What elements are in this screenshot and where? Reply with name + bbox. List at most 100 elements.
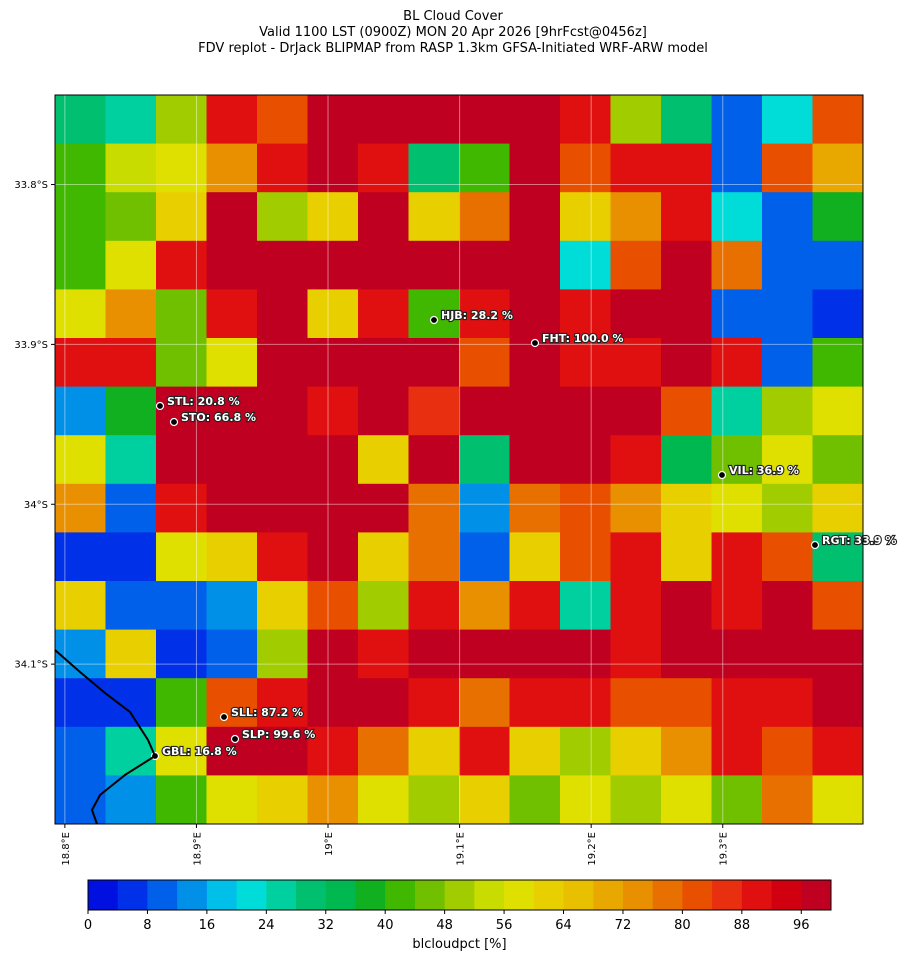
cell: [459, 678, 510, 728]
cell: [509, 95, 561, 145]
station-label: FHT: 100.0 %: [542, 332, 624, 345]
cell: [105, 532, 157, 582]
cell: [105, 435, 157, 485]
cell: [307, 338, 359, 388]
colorbar-swatch: [622, 880, 654, 910]
cell: [408, 629, 460, 679]
colorbar-tick-label: 48: [436, 918, 453, 933]
cell: [307, 95, 359, 145]
cell: [661, 435, 712, 485]
cell: [206, 435, 258, 485]
cell: [661, 483, 712, 533]
station-label: HJB: 28.2 %: [441, 309, 513, 322]
cell: [560, 95, 611, 145]
cell: [459, 435, 510, 485]
cell: [257, 775, 308, 825]
cell: [711, 95, 763, 145]
cell: [509, 143, 561, 193]
cell: [408, 143, 460, 193]
cell: [55, 289, 106, 339]
cell: [408, 289, 460, 339]
colorbar-swatch: [117, 880, 148, 910]
cell: [762, 192, 813, 242]
cell: [358, 726, 409, 776]
cell: [105, 240, 157, 290]
cell: [257, 192, 308, 242]
cell: [206, 775, 258, 825]
cell: [206, 240, 258, 290]
overlay: HJB: 28.2 % FHT: 100.0 % STL: 20.8 % STO: 6…: [55, 95, 898, 824]
cell: [408, 192, 460, 242]
cell: [610, 532, 662, 582]
cell: [812, 338, 864, 388]
cell: [156, 95, 207, 145]
cell: [711, 240, 763, 290]
cell: [560, 532, 611, 582]
chart-title: BL Cloud Cover: [403, 9, 503, 24]
cell: [307, 775, 359, 825]
cell: [762, 775, 813, 825]
cell: [156, 581, 207, 631]
cell: [509, 581, 561, 631]
cell: [812, 726, 864, 776]
station-label: VIL: 36.9 %: [729, 464, 799, 477]
cell: [762, 240, 813, 290]
colorbar-swatch: [593, 880, 624, 910]
cell: [711, 143, 763, 193]
cell: [307, 726, 359, 776]
cell: [206, 386, 258, 436]
cell: [105, 483, 157, 533]
cell: [105, 629, 157, 679]
cell: [560, 483, 611, 533]
cell: [358, 532, 409, 582]
colorbar-tick-label: 16: [199, 918, 216, 933]
colorbar-swatch: [712, 880, 743, 910]
colorbar-swatch: [563, 880, 594, 910]
colorbar-swatch: [652, 880, 683, 910]
cell: [307, 240, 359, 290]
cell: [257, 95, 308, 145]
colorbar-swatch: [325, 880, 356, 910]
cell: [408, 678, 460, 728]
colorbar-swatch: [88, 880, 119, 910]
cell: [762, 289, 813, 339]
cell: [206, 289, 258, 339]
cell: [509, 386, 561, 436]
cell: [560, 726, 611, 776]
cell: [762, 532, 813, 582]
colorbar-swatch: [236, 880, 267, 910]
cell: [408, 95, 460, 145]
cell: [459, 289, 510, 339]
cell: [509, 726, 561, 776]
cell: [156, 678, 207, 728]
cell: [661, 581, 712, 631]
cell: [257, 532, 308, 582]
cell: [711, 678, 763, 728]
station-marker: [810, 540, 820, 550]
cell: [156, 532, 207, 582]
cell: [812, 289, 864, 339]
cell: [610, 678, 662, 728]
cell: [55, 678, 106, 728]
cell: [459, 726, 510, 776]
x-tick-label: 19.3°E: [719, 832, 730, 866]
cell: [661, 240, 712, 290]
x-tick-label: 18.9°E: [192, 832, 203, 866]
cell: [661, 775, 712, 825]
cell: [55, 95, 106, 145]
cell: [156, 143, 207, 193]
chart-title: Valid 1100 LST (0900Z) MON 20 Apr 2026 […: [259, 25, 647, 40]
colorbar-tick-label: 56: [496, 918, 513, 933]
station-marker: [429, 315, 439, 325]
cell: [156, 483, 207, 533]
cell: [509, 435, 561, 485]
x-tick-label: 19.2°E: [587, 832, 598, 866]
cell: [560, 581, 611, 631]
cell: [459, 386, 510, 436]
y-tick-label: 34.1°S: [14, 660, 48, 671]
colorbar-swatch: [801, 880, 832, 910]
cell: [358, 143, 409, 193]
cell: [408, 775, 460, 825]
cell: [358, 629, 409, 679]
cell: [610, 581, 662, 631]
